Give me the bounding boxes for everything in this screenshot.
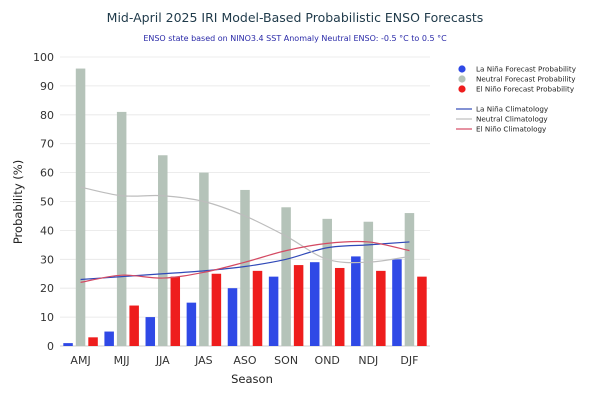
- x-tick-label: JAS: [194, 354, 213, 367]
- y-tick-label: 10: [40, 311, 54, 324]
- x-axis-label: Season: [231, 372, 273, 386]
- y-tick-label: 0: [47, 340, 54, 353]
- bar: [88, 337, 98, 346]
- x-tick-label: AMJ: [70, 354, 90, 367]
- x-tick-label: JJA: [155, 354, 170, 367]
- bar: [334, 267, 345, 346]
- bar: [363, 221, 374, 346]
- bar: [351, 256, 361, 346]
- bar: [158, 155, 168, 346]
- legend-label: Neutral Forecast Probability: [476, 75, 576, 84]
- bar: [227, 288, 238, 346]
- x-tick-label: ASO: [233, 354, 257, 367]
- bars: [63, 68, 427, 346]
- bar: [392, 259, 402, 346]
- legend-marker: [458, 65, 466, 73]
- y-tick-label: 100: [33, 51, 54, 64]
- x-tick-label: DJF: [400, 354, 418, 367]
- y-tick-label: 20: [40, 282, 54, 295]
- legend-label: La Niña Climatology: [476, 105, 549, 114]
- x-tick-label: NDJ: [358, 354, 378, 367]
- x-tick-label: SON: [274, 354, 298, 367]
- bar: [268, 276, 279, 346]
- x-tick-label: OND: [315, 354, 340, 367]
- chart-title: Mid-April 2025 IRI Model-Based Probabili…: [107, 10, 484, 25]
- chart-subtitle: ENSO state based on NINO3.4 SST Anomaly …: [143, 34, 447, 43]
- bar: [199, 172, 209, 346]
- bar: [404, 213, 415, 346]
- legend-marker: [458, 85, 466, 93]
- bar: [63, 343, 73, 346]
- legend-label: La Niña Forecast Probability: [476, 65, 577, 74]
- bar: [309, 262, 320, 346]
- climatology-lines: [80, 186, 410, 284]
- bar: [417, 276, 427, 346]
- bar: [252, 270, 263, 346]
- bar: [186, 302, 197, 346]
- y-tick-label: 70: [40, 138, 54, 151]
- bar: [116, 111, 127, 346]
- y-tick-label: 90: [40, 80, 54, 93]
- bar: [240, 189, 250, 346]
- y-tick-label: 40: [40, 224, 54, 237]
- y-axis-label: Probability (%): [11, 160, 25, 244]
- legend-label: El Niño Forecast Probability: [476, 85, 575, 94]
- x-axis: AMJ MJJ JJA JAS ASO SON OND NDJ DJF: [70, 354, 418, 367]
- bar: [322, 218, 332, 346]
- y-tick-label: 50: [40, 196, 54, 209]
- bar: [170, 276, 181, 346]
- bar: [281, 207, 291, 346]
- bar: [75, 68, 86, 346]
- bar: [129, 305, 139, 346]
- climatology-line: [80, 240, 410, 284]
- y-tick-label: 30: [40, 253, 54, 266]
- bar: [104, 331, 114, 346]
- y-axis: 0 10 20 30 40 50 60 70 80 90 100: [33, 51, 54, 353]
- legend-label: El Niño Climatology: [476, 125, 547, 134]
- y-tick-label: 80: [40, 109, 54, 122]
- climatology-line: [80, 186, 410, 264]
- bar: [145, 317, 156, 346]
- legend-label: Neutral Climatology: [476, 115, 548, 124]
- y-tick-label: 60: [40, 167, 54, 180]
- legend-marker: [458, 75, 466, 83]
- x-tick-label: MJJ: [114, 354, 130, 367]
- bar: [376, 270, 386, 346]
- bar: [293, 265, 304, 346]
- bar: [211, 273, 222, 346]
